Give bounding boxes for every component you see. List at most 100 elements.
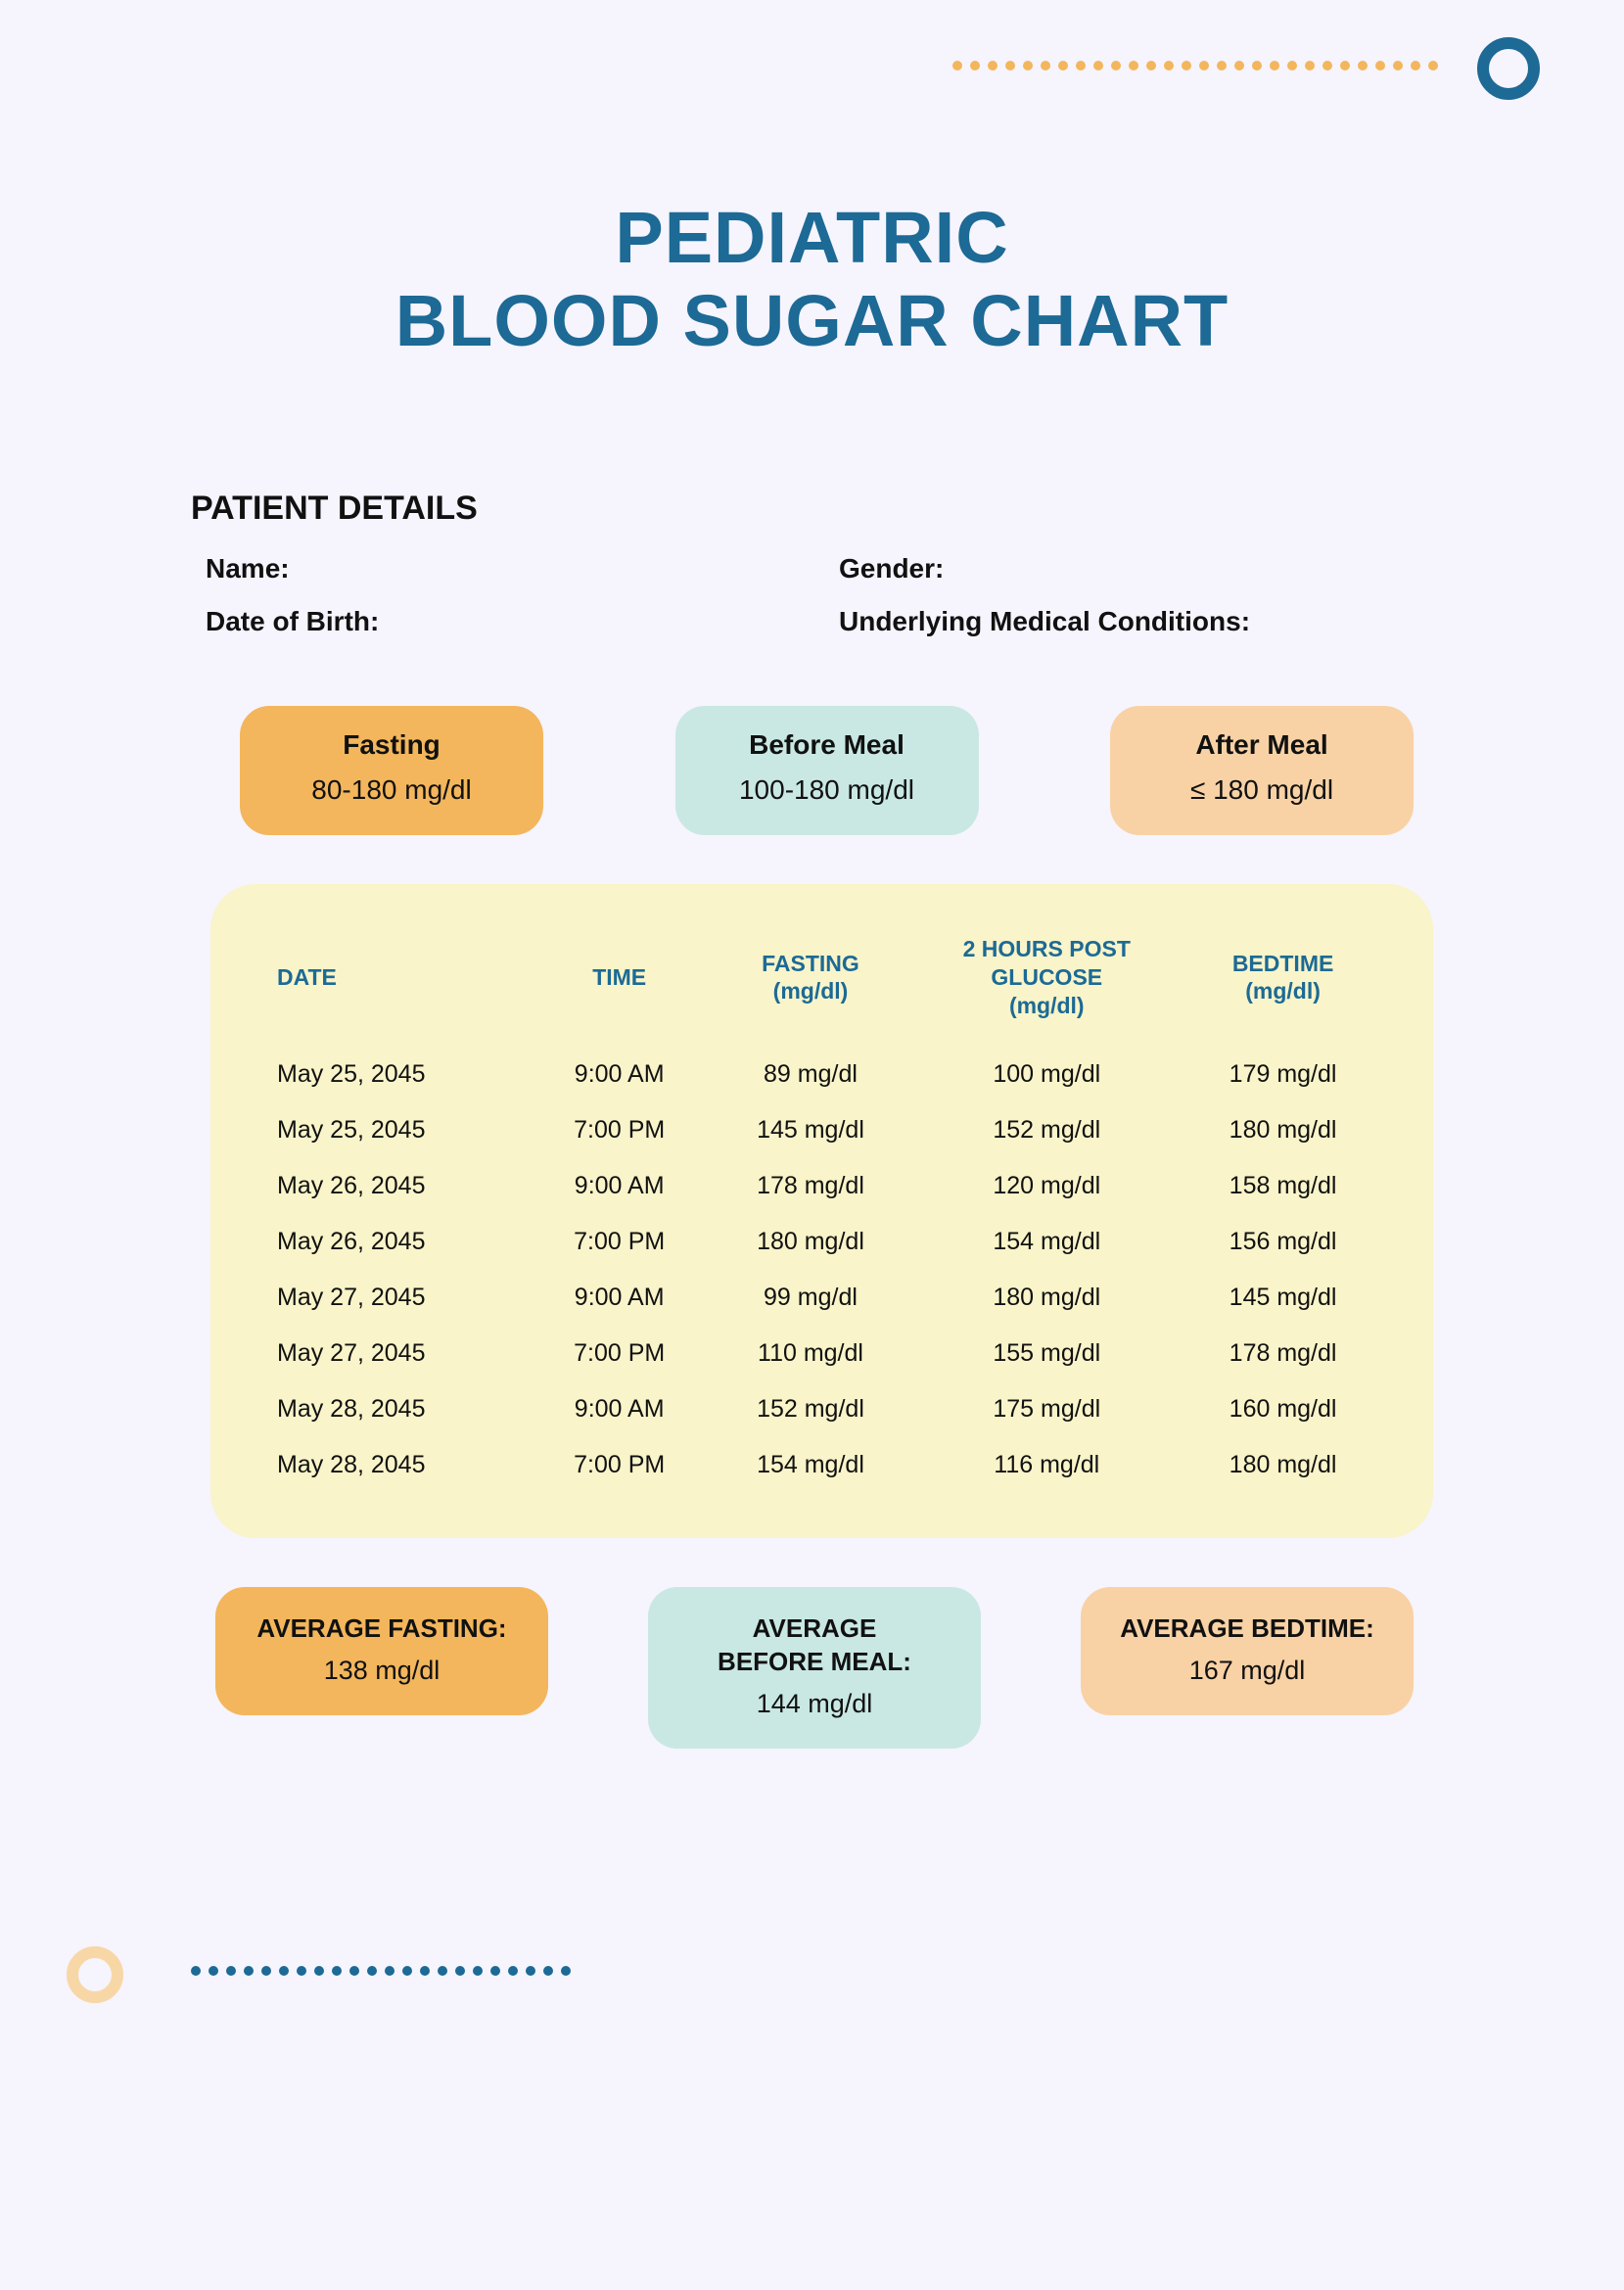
dot-icon: [1375, 61, 1385, 70]
average-card: AVERAGEBEFORE MEAL: 144 mg/dl: [648, 1587, 981, 1749]
readings-table-panel: DATETIMEFASTING(mg/dl)2 HOURS POSTGLUCOS…: [210, 884, 1433, 1538]
dot-icon: [1076, 61, 1086, 70]
table-cell: 120 mg/dl: [911, 1158, 1182, 1214]
average-card-value: 167 mg/dl: [1094, 1656, 1400, 1686]
dot-icon: [1129, 61, 1138, 70]
range-card-value: ≤ 180 mg/dl: [1120, 774, 1404, 806]
table-cell: 179 mg/dl: [1182, 1047, 1384, 1102]
dot-icon: [244, 1966, 254, 1976]
table-cell: 9:00 AM: [530, 1381, 710, 1437]
table-cell: 160 mg/dl: [1182, 1381, 1384, 1437]
bottom-dots: [191, 1966, 571, 1976]
average-card-value: 144 mg/dl: [662, 1689, 967, 1719]
dot-icon: [988, 61, 998, 70]
table-column-header: DATE: [259, 925, 530, 1047]
table-cell: May 26, 2045: [259, 1158, 530, 1214]
table-cell: 178 mg/dl: [710, 1158, 912, 1214]
dot-icon: [1005, 61, 1015, 70]
table-column-header: BEDTIME(mg/dl): [1182, 925, 1384, 1047]
dot-icon: [1164, 61, 1174, 70]
average-card-label: AVERAGE BEDTIME:: [1094, 1612, 1400, 1646]
table-cell: 180 mg/dl: [710, 1214, 912, 1270]
table-cell: 99 mg/dl: [710, 1270, 912, 1326]
dot-icon: [438, 1966, 447, 1976]
table-cell: 7:00 PM: [530, 1437, 710, 1493]
dot-icon: [1428, 61, 1438, 70]
dot-icon: [473, 1966, 483, 1976]
average-card-label: AVERAGEBEFORE MEAL:: [662, 1612, 967, 1679]
bottom-ring-icon: [67, 1946, 123, 2003]
dot-icon: [1041, 61, 1050, 70]
dot-icon: [1199, 61, 1209, 70]
dot-icon: [1093, 61, 1103, 70]
dot-icon: [1358, 61, 1368, 70]
dot-icon: [349, 1966, 359, 1976]
dot-icon: [279, 1966, 289, 1976]
table-cell: May 27, 2045: [259, 1326, 530, 1381]
table-cell: May 27, 2045: [259, 1270, 530, 1326]
dot-icon: [1340, 61, 1350, 70]
patient-conditions-label: Underlying Medical Conditions:: [839, 606, 1433, 637]
table-row: May 27, 20457:00 PM110 mg/dl155 mg/dl178…: [259, 1326, 1384, 1381]
range-card-value: 80-180 mg/dl: [250, 774, 534, 806]
table-cell: 9:00 AM: [530, 1270, 710, 1326]
dot-icon: [297, 1966, 306, 1976]
dot-icon: [1305, 61, 1315, 70]
table-cell: 7:00 PM: [530, 1102, 710, 1158]
average-card-value: 138 mg/dl: [229, 1656, 534, 1686]
dot-icon: [261, 1966, 271, 1976]
dot-icon: [1287, 61, 1297, 70]
top-ring-icon: [1477, 37, 1540, 100]
table-cell: 110 mg/dl: [710, 1326, 912, 1381]
dot-icon: [1252, 61, 1262, 70]
table-cell: May 28, 2045: [259, 1381, 530, 1437]
title-line2: BLOOD SUGAR CHART: [395, 280, 1230, 361]
table-body: May 25, 20459:00 AM89 mg/dl100 mg/dl179 …: [259, 1047, 1384, 1493]
dot-icon: [367, 1966, 377, 1976]
table-cell: 145 mg/dl: [710, 1102, 912, 1158]
dot-icon: [490, 1966, 500, 1976]
range-card-label: After Meal: [1120, 729, 1404, 761]
table-row: May 25, 20459:00 AM89 mg/dl100 mg/dl179 …: [259, 1047, 1384, 1102]
range-card: After Meal ≤ 180 mg/dl: [1110, 706, 1414, 835]
dot-icon: [1393, 61, 1403, 70]
table-cell: 154 mg/dl: [911, 1214, 1182, 1270]
table-row: May 27, 20459:00 AM99 mg/dl180 mg/dl145 …: [259, 1270, 1384, 1326]
dot-icon: [543, 1966, 553, 1976]
table-row: May 25, 20457:00 PM145 mg/dl152 mg/dl180…: [259, 1102, 1384, 1158]
table-cell: 180 mg/dl: [1182, 1437, 1384, 1493]
table-cell: 175 mg/dl: [911, 1381, 1182, 1437]
patient-gender-label: Gender:: [839, 553, 1433, 584]
average-card: AVERAGE BEDTIME: 167 mg/dl: [1081, 1587, 1414, 1715]
title-line1: PEDIATRIC: [615, 197, 1008, 278]
dot-icon: [332, 1966, 342, 1976]
dot-icon: [314, 1966, 324, 1976]
dot-icon: [1411, 61, 1420, 70]
table-cell: 180 mg/dl: [1182, 1102, 1384, 1158]
dot-icon: [385, 1966, 394, 1976]
dot-icon: [508, 1966, 518, 1976]
average-card: AVERAGE FASTING: 138 mg/dl: [215, 1587, 548, 1715]
averages-row: AVERAGE FASTING: 138 mg/dl AVERAGEBEFORE M…: [215, 1587, 1414, 1749]
dot-icon: [526, 1966, 535, 1976]
table-cell: May 25, 2045: [259, 1047, 530, 1102]
table-cell: 178 mg/dl: [1182, 1326, 1384, 1381]
dot-icon: [1023, 61, 1033, 70]
table-cell: 89 mg/dl: [710, 1047, 912, 1102]
table-cell: 155 mg/dl: [911, 1326, 1182, 1381]
table-row: May 28, 20457:00 PM154 mg/dl116 mg/dl180…: [259, 1437, 1384, 1493]
average-card-label: AVERAGE FASTING:: [229, 1612, 534, 1646]
range-card-label: Fasting: [250, 729, 534, 761]
dot-icon: [952, 61, 962, 70]
table-cell: 9:00 AM: [530, 1047, 710, 1102]
table-column-header: FASTING(mg/dl): [710, 925, 912, 1047]
dot-icon: [191, 1966, 201, 1976]
table-cell: 152 mg/dl: [710, 1381, 912, 1437]
dot-icon: [561, 1966, 571, 1976]
dot-icon: [1182, 61, 1191, 70]
table-cell: 7:00 PM: [530, 1326, 710, 1381]
dot-icon: [226, 1966, 236, 1976]
table-cell: 145 mg/dl: [1182, 1270, 1384, 1326]
table-cell: 158 mg/dl: [1182, 1158, 1384, 1214]
table-cell: May 26, 2045: [259, 1214, 530, 1270]
